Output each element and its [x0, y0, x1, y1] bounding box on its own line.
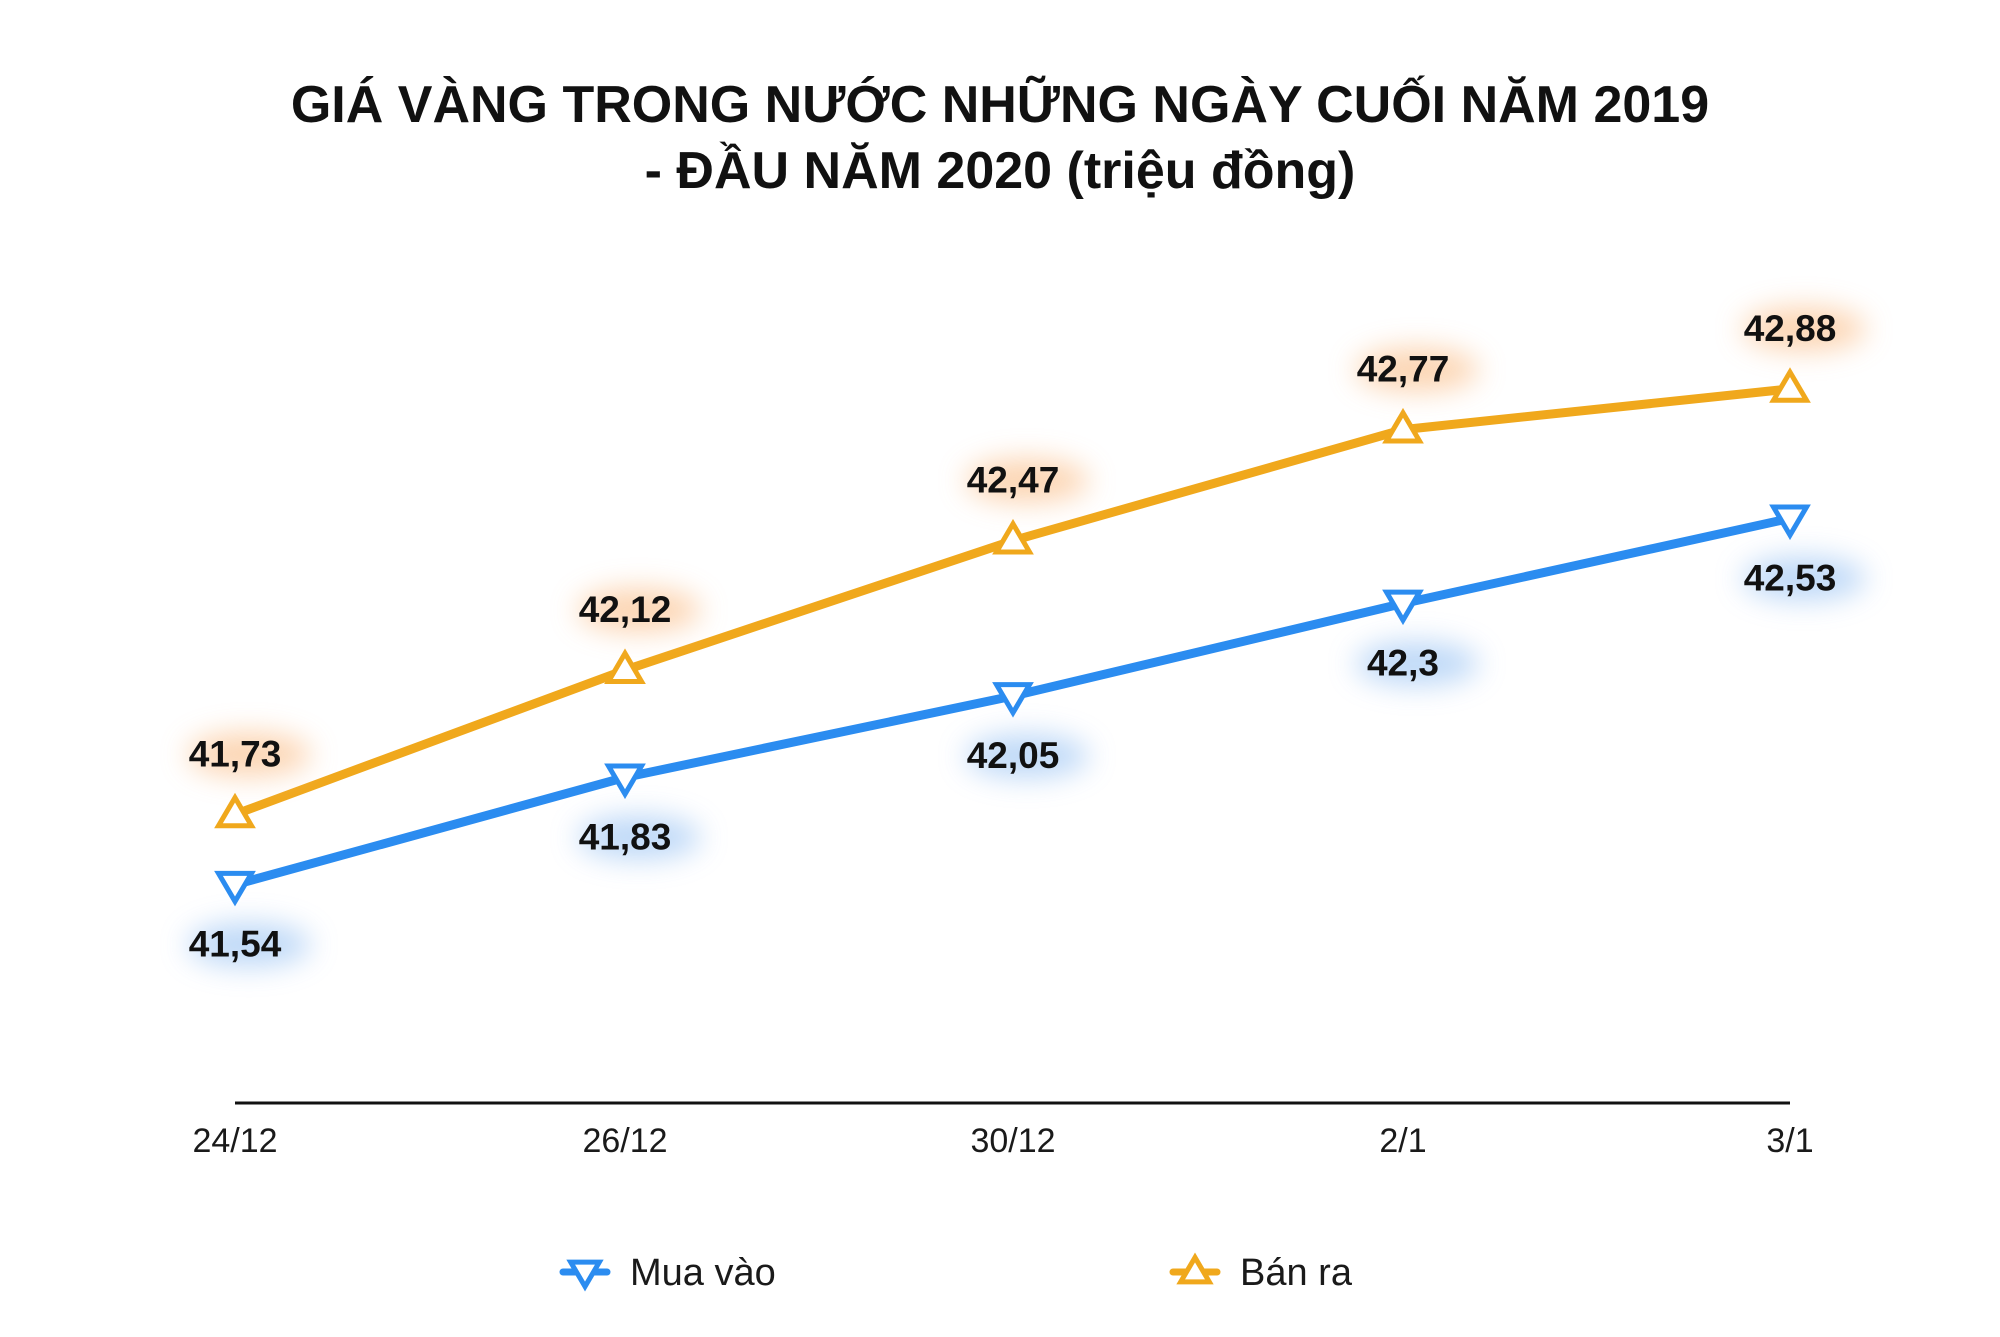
data-label: 42,53: [1744, 557, 1837, 598]
data-label: 42,88: [1744, 308, 1837, 349]
data-label-glow: [965, 734, 1089, 778]
x-tick-label: 3/1: [1766, 1122, 1813, 1160]
data-point-marker: [992, 682, 1034, 718]
chart-title-line-1: GIÁ VÀNG TRONG NƯỚC NHỮNG NGÀY CUỐI NĂM …: [290, 76, 1710, 134]
data-label-glow: [1742, 556, 1866, 601]
data-label: 42,12: [579, 589, 672, 630]
data-point-marker: [1382, 589, 1424, 626]
data-point-marker: [604, 648, 646, 684]
data-label-glow: [1355, 641, 1479, 686]
data-point-marker: [1769, 367, 1811, 403]
data-point-marker: [214, 792, 256, 829]
data-point-marker: [1382, 407, 1424, 444]
legend-marker-1: [566, 1259, 604, 1292]
legend-label-1: Mua vào: [630, 1252, 776, 1294]
data-label: 42,05: [967, 735, 1060, 776]
chart-title: GIÁ VÀNG TRONG NƯỚC NHỮNG NGÀY CUỐI NĂM …: [0, 72, 2000, 204]
x-tick-label: 24/12: [192, 1122, 277, 1160]
data-label: 41,73: [189, 733, 282, 774]
data-label-glow: [187, 922, 311, 967]
legend-marker-2: [1176, 1252, 1214, 1285]
data-point-marker: [992, 518, 1034, 555]
data-label-glow: [965, 458, 1089, 503]
data-point-marker: [604, 763, 646, 800]
data-label: 41,83: [579, 816, 672, 857]
data-label: 42,3: [1367, 643, 1439, 684]
data-label-glow: [577, 588, 701, 633]
data-label-glow: [1355, 347, 1479, 392]
data-point-marker: [1769, 504, 1811, 541]
data-label-glow: [187, 732, 311, 777]
data-label-glow: [577, 815, 701, 860]
plot-area: 24/12 26/12 30/12 2/1 3/1 41,54 41,83 42,05 42,3…: [187, 306, 1866, 1294]
data-point-marker: [214, 870, 256, 907]
x-tick-label: 30/12: [970, 1122, 1055, 1160]
x-tick-label: 2/1: [1379, 1122, 1426, 1160]
data-label: 41,54: [189, 924, 282, 965]
x-tick-label: 26/12: [582, 1122, 667, 1160]
legend-label-2: Bán ra: [1240, 1252, 1353, 1294]
data-label-glow: [1742, 306, 1866, 351]
data-label: 42,77: [1357, 349, 1450, 390]
data-label: 42,47: [967, 460, 1060, 501]
chart-title-line-2: - ĐẦU NĂM 2020 (triệu đồng): [644, 142, 1356, 200]
